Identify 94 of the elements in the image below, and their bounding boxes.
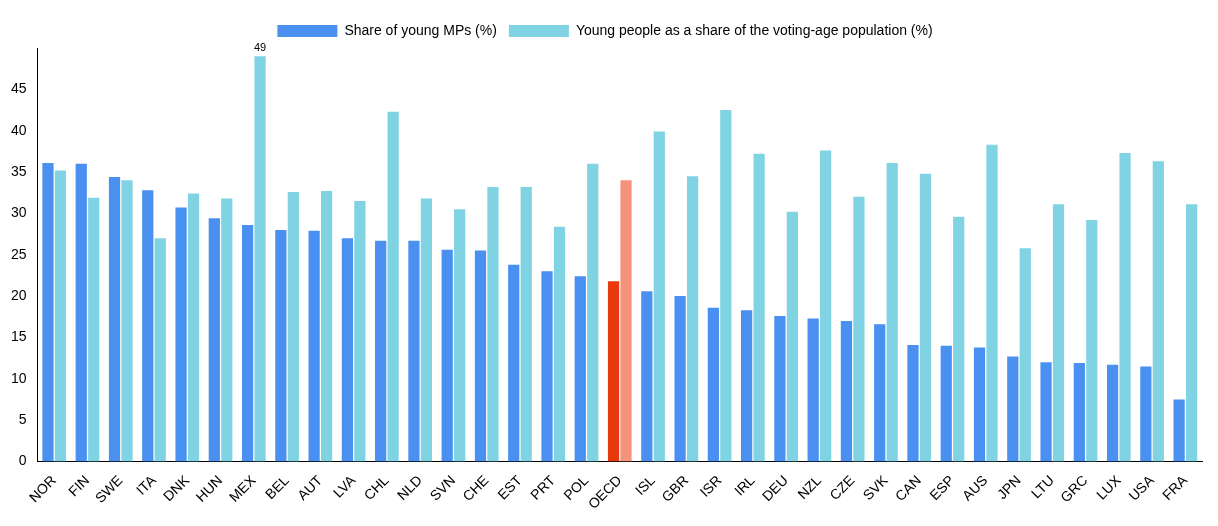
bar — [420, 198, 433, 462]
y-tick-label: 0 — [18, 452, 27, 469]
bar — [1007, 356, 1019, 462]
bar — [508, 264, 520, 462]
x-tick-label: FIN — [65, 472, 93, 500]
bar — [919, 173, 932, 462]
bar — [221, 198, 233, 462]
bar — [807, 318, 819, 462]
x-tick-label: BEL — [261, 471, 293, 503]
bar — [287, 191, 299, 462]
x-tick-label: ISR — [696, 472, 725, 500]
y-tick-label: 40 — [10, 121, 27, 138]
x-tick-label: IRL — [730, 471, 758, 499]
bar — [620, 180, 632, 462]
bar — [121, 180, 133, 462]
bar — [408, 240, 420, 462]
bar — [587, 163, 599, 462]
bar — [820, 150, 832, 462]
bar — [840, 320, 853, 462]
bar — [320, 191, 333, 462]
bar — [774, 315, 786, 462]
bar — [1019, 248, 1031, 462]
bar — [1086, 220, 1098, 462]
bar — [208, 218, 220, 462]
legend-label: Young people as a share of the voting-age population (%) — [575, 21, 933, 38]
y-tick-label: 30 — [10, 204, 27, 221]
y-tick-label: 25 — [10, 245, 27, 262]
bar — [1152, 161, 1164, 462]
bar — [1185, 204, 1198, 462]
bar — [940, 345, 952, 462]
bar — [1106, 364, 1119, 462]
bar — [786, 211, 798, 462]
x-tick-label: CHL — [360, 471, 392, 504]
bar — [986, 144, 998, 462]
bar — [54, 170, 67, 462]
x-tick-label: FRA — [1159, 471, 1191, 504]
bar — [474, 250, 487, 462]
bar — [674, 296, 686, 462]
bar — [175, 207, 187, 462]
bar — [108, 177, 121, 462]
data-label: 49 — [253, 40, 267, 53]
bar — [275, 229, 287, 462]
bar — [375, 240, 387, 462]
legend-label: Share of young MPs (%) — [344, 21, 497, 38]
x-tick-label: USA — [1125, 471, 1158, 504]
bar — [553, 226, 566, 462]
bar — [886, 162, 898, 462]
bar — [686, 176, 699, 462]
y-tick-label: 10 — [10, 369, 27, 386]
bar — [874, 324, 886, 462]
bar — [387, 111, 399, 462]
bar — [907, 344, 919, 462]
bar — [187, 193, 200, 462]
y-tick-label: 15 — [10, 328, 27, 345]
bar — [741, 310, 753, 462]
y-tick-label: 45 — [10, 80, 27, 97]
bar — [154, 238, 166, 462]
bar — [653, 131, 665, 462]
bar — [753, 153, 765, 462]
bar — [1073, 363, 1085, 462]
y-tick-label: 5 — [18, 411, 27, 428]
bar — [707, 307, 719, 462]
bar — [541, 271, 553, 462]
bar — [973, 347, 986, 462]
bar — [1119, 153, 1131, 462]
bar — [1173, 399, 1185, 462]
bar — [441, 249, 453, 462]
bar — [75, 163, 87, 462]
x-tick-label: NZL — [794, 471, 825, 503]
bar — [1052, 204, 1065, 462]
bar — [520, 186, 532, 462]
bar — [641, 291, 653, 462]
y-tick-label: 35 — [10, 162, 27, 179]
x-tick-label: LVA — [329, 471, 359, 501]
bar — [454, 209, 466, 462]
bar — [354, 201, 366, 462]
y-tick-label: 20 — [10, 286, 27, 303]
bar — [308, 230, 320, 462]
x-tick-label: ISL — [631, 471, 659, 499]
bar — [487, 186, 499, 462]
bar — [241, 224, 254, 462]
bar — [574, 276, 586, 462]
bar — [341, 238, 354, 462]
bar — [254, 56, 266, 462]
bar — [42, 162, 54, 462]
bar — [1140, 366, 1152, 462]
bar — [142, 190, 154, 462]
bar — [1040, 362, 1052, 462]
bar — [953, 216, 965, 462]
x-tick-label: ITA — [132, 471, 160, 498]
bar — [853, 196, 865, 462]
bar — [88, 197, 100, 462]
bar — [607, 281, 620, 462]
bar — [720, 110, 732, 462]
